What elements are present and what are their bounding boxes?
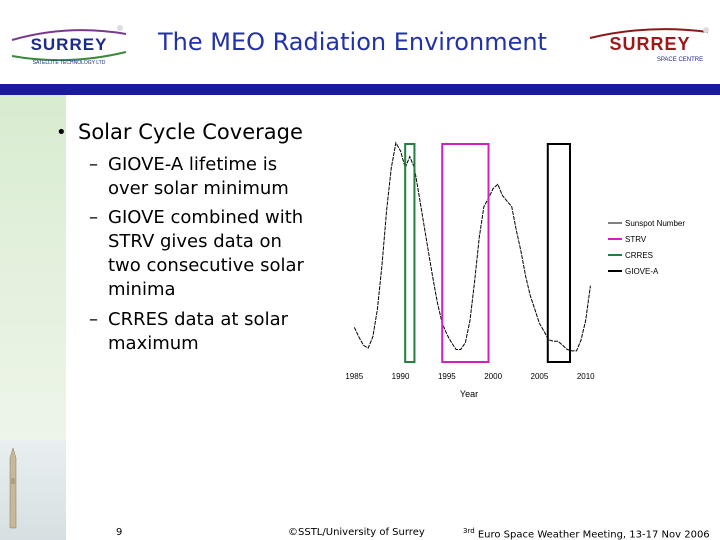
page-number: 9 [116, 527, 123, 538]
x-tick-label: 2005 [531, 372, 549, 381]
logo-left-tagline: SATELLITE TECHNOLOGY LTD [33, 60, 106, 66]
page-title: The MEO Radiation Environment [158, 28, 547, 56]
sub-item-line: minima [108, 279, 176, 300]
surrey-satellite-logo: SURREY SATELLITE TECHNOLOGY LTD [11, 25, 127, 66]
footer-meeting-sup: 3rd [463, 527, 475, 535]
x-tick-label: 1985 [345, 372, 363, 381]
sub-item-line: GIOVE combined with [108, 207, 304, 228]
sub-item-line: GIOVE-A lifetime is [108, 154, 278, 175]
sub-item-dash: – [89, 207, 98, 228]
sub-item-line: STRV gives data on [108, 231, 282, 252]
bullet-dot-icon: • [56, 122, 67, 143]
legend-label: CRRES [625, 251, 653, 260]
legend-label: Sunspot Number [625, 219, 685, 228]
sub-item-line: maximum [108, 333, 199, 354]
chart-legend: Sunspot Number STRV CRRES GIOVE-A [608, 219, 685, 276]
sunspot-number-line [353, 141, 591, 352]
crres-coverage-box [404, 143, 416, 363]
sub-item-line: CRRES data at solar [108, 309, 288, 330]
legend-label: STRV [625, 235, 647, 244]
footer-meeting-text: Euro Space Weather Meeting, 13-17 Nov 20… [474, 529, 710, 540]
solar-cycle-chart: 1985 1990 1995 2000 2005 2010 Year Sunspot Nu… [345, 141, 685, 399]
bullet-text: Solar Cycle Coverage [78, 120, 303, 144]
x-tick-label: 2000 [484, 372, 502, 381]
x-axis-label: Year [460, 389, 478, 399]
legend-label: GIOVE-A [625, 267, 659, 276]
surrey-space-centre-logo: SURREY SPACE CENTRE [589, 27, 709, 63]
header: SURREY SATELLITE TECHNOLOGY LTD The MEO … [0, 0, 720, 84]
sub-item-dash: – [89, 154, 98, 175]
logo-left-word: SURREY [31, 35, 108, 54]
x-tick-label: 2010 [577, 372, 595, 381]
x-tick-label: 1995 [438, 372, 456, 381]
sub-item-giove-combined: – GIOVE combined with STRV gives data on… [89, 205, 349, 305]
x-tick-label: 1990 [392, 372, 410, 381]
footer-meeting: 3rd Euro Space Weather Meeting, 13-17 No… [463, 527, 710, 540]
sub-item-giove-a: – GIOVE-A lifetime is over solar minimum [89, 152, 349, 202]
footer-copyright: ©SSTL/University of Surrey [288, 527, 425, 538]
giove-a-coverage-box [546, 143, 571, 363]
sub-item-line: over solar minimum [108, 178, 289, 199]
strv-coverage-box [441, 143, 490, 363]
sub-item-line: two consecutive solar [108, 255, 304, 276]
sub-item-crres: – CRRES data at solar maximum [89, 307, 349, 357]
header-divider-bar [0, 84, 720, 95]
logo-right-word: SURREY [609, 34, 690, 54]
sub-item-dash: – [89, 309, 98, 330]
rocket-icon [9, 448, 17, 529]
logo-right-tagline: SPACE CENTRE [657, 57, 703, 63]
